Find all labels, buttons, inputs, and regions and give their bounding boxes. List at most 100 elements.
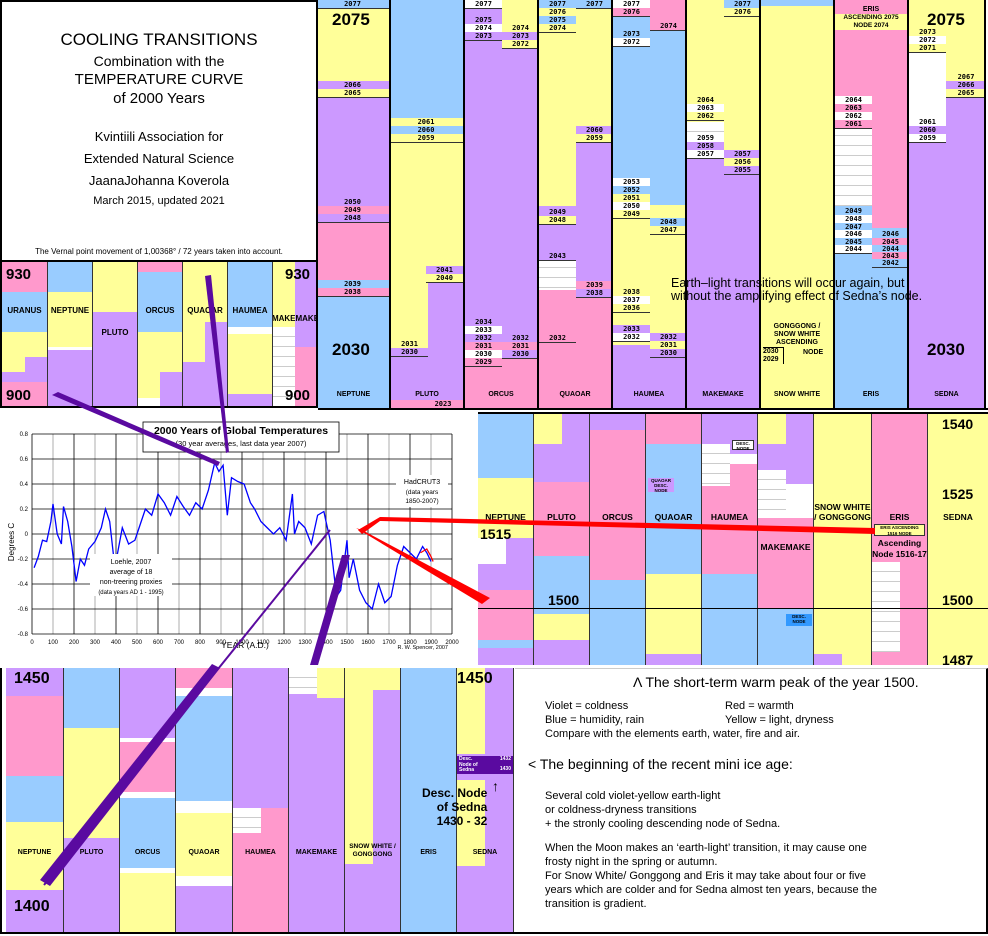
svg-text:800: 800 [195, 640, 206, 646]
year-label: 2073 [465, 32, 502, 41]
legend-yellow: Yellow = light, dryness [725, 714, 834, 726]
svg-text:1300: 1300 [298, 640, 312, 646]
column-name-neptune: NEPTUNE [336, 391, 371, 398]
svg-text:1600: 1600 [361, 640, 375, 646]
column-name-makemake: MAKEMAKE [702, 391, 744, 398]
year-label: 2074 [650, 22, 685, 31]
year-label: 2065 [318, 89, 389, 98]
column-name-sedna: SEDNA [934, 391, 959, 398]
svg-text:2000: 2000 [445, 640, 459, 646]
hadcrut-annotation-bg [396, 475, 448, 507]
y-axis-label: Degrees C [7, 523, 16, 561]
panel-900: 930 URANUS 900 NEPTUNE PLUTO ORCUS QUAOA… [0, 262, 318, 408]
date: March 2015, updated 2021 [93, 195, 225, 207]
svg-text:200: 200 [69, 640, 80, 646]
year-label: 2032 [613, 333, 650, 342]
big-year-2030-left: 2030 [332, 340, 370, 359]
year-label: 2055 [724, 166, 759, 175]
column-name-uranus: URANUS [7, 306, 42, 315]
svg-text:-0.6: -0.6 [18, 607, 29, 613]
svg-text:700: 700 [174, 640, 185, 646]
year-label: 2072 [613, 38, 650, 47]
year-label: 2077 [576, 0, 611, 9]
legend-red: Red = warmth [725, 700, 794, 712]
year-label: 2077 [465, 0, 502, 9]
svg-text:1200: 1200 [277, 640, 291, 646]
big-year-1500-left: 1500 [548, 592, 580, 608]
big-year-1515: 1515 [480, 526, 512, 542]
year-label: 2059 [391, 134, 463, 143]
big-year-1487: 1487 [942, 652, 974, 665]
column-neptune-1400: 1450 NEPTUNE 1400 [6, 668, 64, 932]
compare-note: Compare with the elements earth, water, … [545, 728, 800, 740]
svg-text:1800: 1800 [403, 640, 417, 646]
haumea-desc-node: DESC. NODE [732, 440, 754, 451]
svg-text:-0.8: -0.8 [18, 632, 29, 638]
title-box: COOLING TRANSITIONS Combination with the… [0, 0, 318, 262]
y-axis-ticks: -0.8 -0.6 -0.4 -0.2 0 0.2 0.4 0.6 0.8 [18, 432, 29, 638]
column-haumea-900: HAUMEA [228, 262, 273, 406]
year-label: 2071 [909, 44, 946, 53]
column-name-pluto-1400: PLUTO [79, 849, 104, 856]
column-sedna: 2073 2072 2071 2061 2060 2059 2067 2066 … [909, 0, 986, 408]
main-title: COOLING TRANSITIONS [60, 30, 258, 49]
svg-text:0.2: 0.2 [20, 507, 29, 513]
big-year-2075-right: 2075 [927, 10, 965, 29]
column-name-haumea: HAUMEA [633, 391, 665, 398]
year-label: 2040 [426, 274, 463, 283]
column-neptune: 2077 2066 2065 2050 2049 2048 2039 2038 … [318, 0, 391, 408]
subtitle-line: Combination with the [93, 53, 225, 69]
gonggong-node-years: 2030 2029 [763, 347, 784, 364]
panel-2030: 2077 2066 2065 2050 2049 2048 2039 2038 … [318, 0, 988, 410]
column-name-eris: ERIS [862, 391, 880, 398]
svg-text:600: 600 [153, 640, 164, 646]
year-label: 2044 [835, 245, 872, 254]
column-makemake-1500: DESC. NODE MAKEMAKE [758, 414, 814, 665]
ice-age-paragraph-1: Several cold violet-yellow earth-light o… [545, 790, 781, 830]
column-name-quaoar-900: QUAOAR [187, 306, 223, 315]
column-name-eris-1500: ERIS [889, 512, 910, 522]
year-label: 2062 [687, 112, 724, 121]
legend-blue: Blue = humidity, rain [545, 714, 645, 726]
column-eris: ERIS ASCENDING 2075 NODE 2074 2064 2063 … [835, 0, 909, 408]
chart-credit: R. W. Spencer, 2007 [398, 645, 448, 651]
column-pluto-1400: PLUTO [64, 668, 120, 932]
column-eris-1500: ERIS ERIS ASCENDING 1516 NODE Ascending … [872, 414, 928, 665]
author: JaanaJohanna Koverola [88, 173, 230, 188]
year-label: 2057 [687, 150, 724, 159]
svg-text:-0.4: -0.4 [18, 582, 29, 588]
column-makemake-1400: MAKEMAKE [289, 668, 345, 932]
year-label: 2038 [576, 289, 611, 298]
column-makemake: 2077 2076 2064 2063 2062 2059 2058 2057 … [687, 0, 761, 408]
annotation-loehle: average of 18 [110, 569, 153, 576]
column-neptune-1500: NEPTUNE 1515 [478, 414, 534, 665]
year-label: 2038 [318, 288, 389, 297]
column-name-quaoar-1400: QUAOAR [188, 849, 220, 856]
year-label: 2076 [613, 8, 650, 17]
column-name-neptune-900: NEPTUNE [50, 306, 90, 315]
column-pluto-900: PLUTO [93, 262, 138, 406]
column-name-pluto: PLUTO [415, 391, 439, 398]
year-label: 2076 [724, 8, 759, 17]
temperature-chart-svg: -0.8 -0.6 -0.4 -0.2 0 0.2 0.4 0.6 0.8 0 100 200 300… [7, 421, 459, 651]
temperature-chart: -0.8 -0.6 -0.4 -0.2 0 0.2 0.4 0.6 0.8 0 100 200 300… [0, 412, 478, 662]
pluto-bottom-year: 2023 [423, 400, 463, 408]
year-label: 2030 [502, 350, 537, 359]
year-label: 2029 [465, 358, 502, 367]
column-name-makemake-1500: MAKEMAKE [760, 542, 811, 552]
column-name-haumea-900: HAUMEA [232, 306, 268, 315]
column-sedna-1400: 1432 1430 Desc. Node of Sedna 1450 SEDNA [457, 668, 514, 932]
column-name-quaoar-1500: QUAOAR [654, 512, 693, 522]
panel-1400: 1450 NEPTUNE 1400 PLUTO ORCUS QUAOAR HAU… [0, 668, 515, 934]
year-label: 2074 [539, 24, 576, 33]
column-makemake-900: MAKEMAKE 930 900 [273, 262, 316, 406]
year-label: 2072 [502, 40, 537, 49]
org-line-1: Kvintiili Association for [94, 129, 224, 144]
year-label: 2036 [613, 304, 650, 313]
annotation-loehle: (data years AD 1 - 1995) [98, 590, 163, 596]
gonggong-node-note: GONGGONG / SNOW WHITE ASCENDING [773, 323, 821, 346]
column-quaoar: 2077 2076 2075 2074 2077 2060 2059 2049 … [539, 0, 613, 408]
footnote: The Vernal point movement of 1,00368° / … [35, 247, 283, 256]
column-quaoar-1500: QUAOAR DESC. NODE QUAOAR [646, 414, 702, 665]
svg-text:400: 400 [111, 640, 122, 646]
